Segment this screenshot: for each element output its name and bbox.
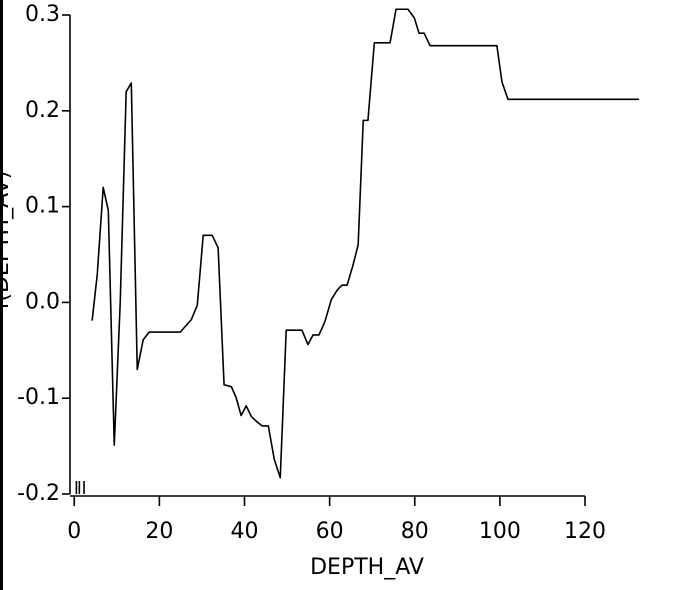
y-tick-label: 0.2 <box>25 98 60 123</box>
x-tick-label: 0 <box>67 519 81 544</box>
x-tick-label: 60 <box>316 519 344 544</box>
x-axis-label: DEPTH_AV <box>310 555 424 580</box>
x-tick-label: 80 <box>401 519 429 544</box>
y-tick-label: 0.1 <box>25 194 60 219</box>
x-tick-label: 120 <box>564 519 606 544</box>
data-line <box>91 8 640 479</box>
y-axis-label: f(DEPTH_AV) <box>0 171 14 310</box>
y-tick-label: 0.0 <box>25 289 60 314</box>
x-tick-label: 20 <box>145 519 173 544</box>
y-tick-label: -0.2 <box>17 481 60 506</box>
y-tick-label: -0.1 <box>17 385 60 410</box>
y-tick-label: 0.3 <box>25 2 60 27</box>
x-tick-label: 100 <box>479 519 521 544</box>
x-tick-label: 40 <box>231 519 259 544</box>
left-border <box>0 0 3 590</box>
